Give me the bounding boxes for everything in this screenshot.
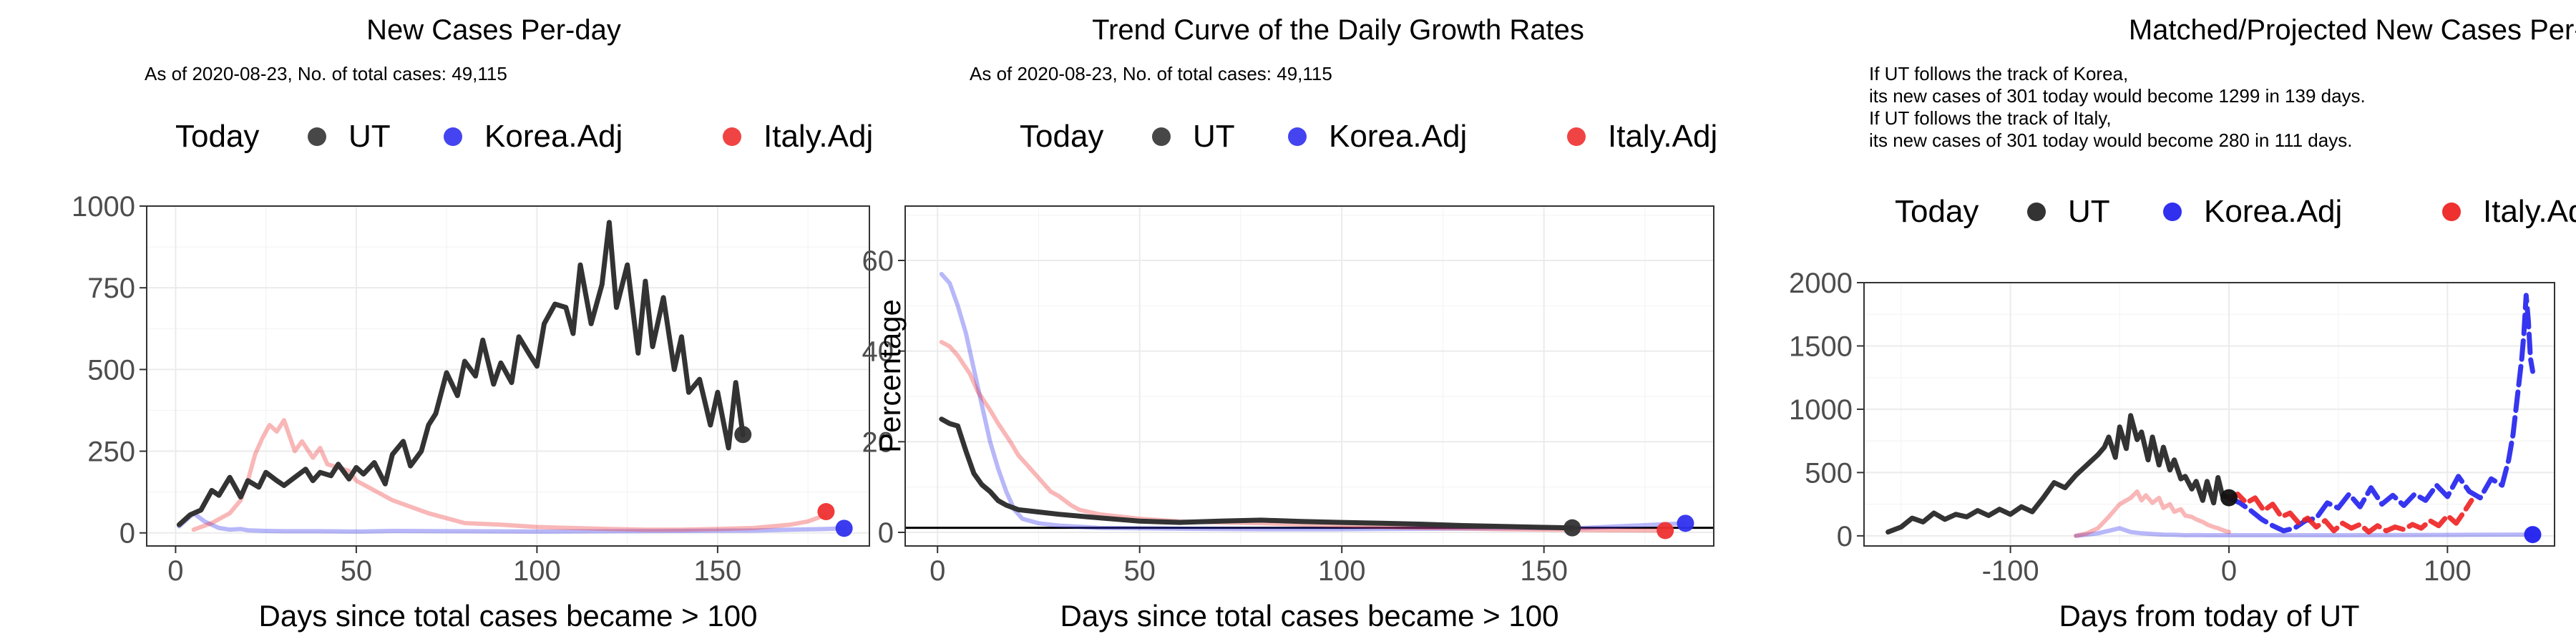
y-tick-label: 40 (862, 336, 894, 368)
x-tick-label: 0 (167, 555, 183, 587)
legend-title: Today (1020, 119, 1103, 154)
series-group (939, 272, 1688, 533)
legend-key-italy-adj (723, 127, 741, 146)
legend-key-korea-adj (2163, 203, 2182, 221)
legend-label: UT (1193, 119, 1235, 154)
gridlines (905, 206, 1714, 546)
chart-1: New Cases Per-day As of 2020-08-23, No. o… (72, 14, 873, 633)
x-tick-label: -100 (1982, 555, 2039, 587)
legend-key-ut (2027, 203, 2046, 221)
today-point-korea-adj (2524, 526, 2542, 544)
y-tick-label: 500 (87, 354, 135, 386)
chart-subtitle: As of 2020-08-23, No. of total cases: 49… (145, 63, 507, 84)
legend: Today UT Korea.Adj Italy.Adj (1020, 119, 1717, 154)
y-tick-label: 2000 (1789, 268, 1853, 299)
plot-panel (1864, 283, 2555, 546)
x-tick-label: 0 (2221, 555, 2237, 587)
x-axis-label: Days from today of UT (2059, 599, 2359, 633)
legend-key-korea-adj (444, 127, 462, 146)
x-tick-label: 100 (1318, 555, 1366, 587)
y-tick-label: 0 (878, 517, 894, 549)
y-tick-label: 20 (862, 426, 894, 458)
series-group (1885, 293, 2535, 538)
chart-title: New Cases Per-day (366, 14, 621, 46)
y-tick-label: 1000 (1789, 394, 1853, 426)
chart-2: Trend Curve of the Daily Growth Rates As … (862, 14, 1718, 633)
x-tick-label: 150 (694, 555, 742, 587)
legend-key-ut (1152, 127, 1171, 146)
series-line-korea-adj-projected (2226, 293, 2535, 534)
legend-title: Today (1895, 194, 1979, 229)
legend-label: Korea.Adj (1329, 119, 1467, 154)
series-line-korea-adj (939, 272, 1688, 532)
y-tick-label: 0 (1837, 521, 1853, 552)
axis-ticks: 0 50 100 150 0 20 40 60 (862, 245, 1568, 587)
chart-3: Matched/Projected New Cases Per-dayIf UT… (1789, 14, 2576, 633)
chart-subtitle: If UT follows the track of Korea, (1869, 63, 2128, 84)
series-group (176, 220, 847, 534)
series-line-ut (1885, 413, 2232, 535)
plot-frame (904, 205, 1714, 547)
legend-label: UT (2068, 194, 2110, 229)
chart-title: Trend Curve of the Daily Growth Rates (1092, 14, 1584, 46)
today-point-ut (734, 426, 752, 444)
today-point-ut (2220, 489, 2238, 507)
y-tick-label: 500 (1805, 457, 1853, 489)
series-line-korea-adj (177, 511, 847, 534)
series-line-italy-adj-projected (2226, 492, 2474, 535)
y-tick-label: 0 (119, 518, 135, 550)
y-tick-label: 1500 (1789, 331, 1853, 362)
x-tick-label: 0 (930, 555, 945, 587)
series-line-italy-adj (2074, 489, 2231, 538)
series-line-ut (176, 220, 746, 527)
x-tick-label: 50 (1123, 555, 1156, 587)
legend-title: Today (175, 119, 259, 154)
legend: Today UT Korea.Adj Italy.Adj (175, 119, 873, 154)
chart-title: Matched/Projected New Cases Per-day (2129, 14, 2576, 46)
legend-label: Italy.Adj (763, 119, 873, 154)
x-axis-label: Days since total cases became > 100 (259, 599, 758, 633)
today-point-italy-adj (1657, 522, 1674, 540)
y-axis-label: Percentage (873, 299, 907, 453)
legend-label: Italy.Adj (2483, 194, 2576, 229)
y-tick-label: 250 (87, 436, 135, 468)
legend-label: Korea.Adj (2204, 194, 2342, 229)
today-point-korea-adj (1677, 514, 1694, 532)
series-line-korea-adj (2074, 526, 2535, 538)
chart-subtitle: As of 2020-08-23, No. of total cases: 49… (970, 63, 1332, 84)
y-tick-label: 750 (87, 273, 135, 304)
today-point-korea-adj (835, 519, 853, 537)
plot-frame (146, 205, 870, 547)
y-tick-label: 1000 (72, 191, 135, 223)
x-tick-label: 150 (1520, 555, 1568, 587)
chart-subtitle: If UT follows the track of Italy, (1869, 107, 2112, 129)
legend-key-italy-adj (2442, 203, 2461, 221)
today-point-italy-adj (817, 503, 835, 521)
y-tick-label: 60 (862, 245, 894, 277)
legend-key-italy-adj (1567, 127, 1586, 146)
chart-subtitle: its new cases of 301 today would become … (1869, 85, 2366, 107)
axis-ticks: 0 50 100 150 0 250 500 750 1000 (72, 191, 741, 587)
legend-key-korea-adj (1288, 127, 1307, 146)
chart-subtitle: its new cases of 301 today would become … (1869, 130, 2352, 151)
x-tick-label: 100 (2424, 555, 2472, 587)
x-axis-label: Days since total cases became > 100 (1060, 599, 1559, 633)
plot-panel (905, 206, 1714, 546)
legend-label: Korea.Adj (484, 119, 623, 154)
series-line-italy-adj (939, 340, 1668, 533)
x-tick-label: 100 (513, 555, 561, 587)
legend: Today UT Korea.Adj Italy.Adj (1895, 194, 2576, 229)
x-tick-label: 50 (341, 555, 373, 587)
today-point-ut (1563, 519, 1581, 537)
series-line-italy-adj (191, 418, 829, 532)
legend-key-ut (308, 127, 326, 146)
legend-label: Italy.Adj (1608, 119, 1717, 154)
series-line-ut (939, 416, 1575, 531)
plot-frame (1863, 282, 2555, 547)
legend-label: UT (348, 119, 391, 154)
